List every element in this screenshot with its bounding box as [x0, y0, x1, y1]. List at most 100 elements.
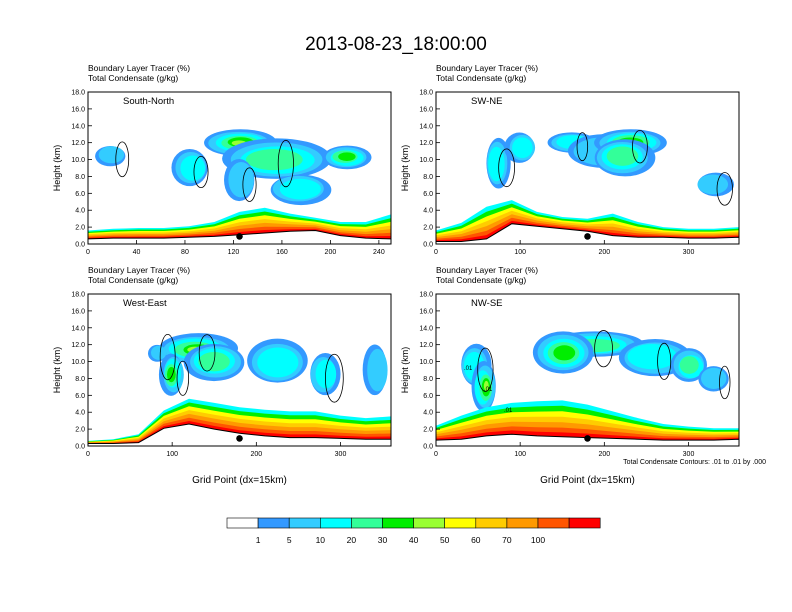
colorbar-label: 40 — [409, 535, 419, 545]
location-dot — [236, 233, 243, 240]
colorbar-label: 30 — [378, 535, 388, 545]
y-tick-label: 0.0 — [75, 242, 85, 249]
cloud-blob — [483, 380, 489, 392]
y-tick-label: 12.0 — [71, 342, 85, 349]
cloud-blob — [627, 343, 678, 370]
colorbar-swatch — [568, 517, 601, 529]
condensate-contour — [198, 334, 216, 372]
y-tick-label: 18.0 — [419, 90, 433, 97]
colorbar-swatch — [444, 517, 477, 529]
x-tick-label: 160 — [276, 249, 288, 256]
y-tick-label: 6.0 — [75, 393, 85, 400]
y-tick-label: 16.0 — [419, 106, 433, 113]
y-axis-label: Height (km) — [52, 145, 62, 192]
cloud-blob — [679, 356, 699, 374]
cloud-blob — [701, 367, 727, 389]
y-tick-label: 6.0 — [423, 191, 433, 198]
y-tick-label: 4.0 — [75, 208, 85, 215]
y-axis-label: Height (km) — [52, 347, 62, 394]
x-tick-label: 100 — [514, 451, 526, 458]
y-tick-label: 8.0 — [75, 376, 85, 383]
y-tick-label: 4.0 — [423, 208, 433, 215]
terrain — [88, 423, 391, 446]
condensate-contour — [632, 129, 648, 164]
condensate-contour — [193, 155, 209, 189]
y-tick-label: 0.0 — [423, 444, 433, 451]
condensate-contour — [159, 333, 176, 381]
y-tick-label: 14.0 — [419, 123, 433, 130]
y-tick-label: 10.0 — [419, 359, 433, 366]
colorbar-label: 20 — [347, 535, 357, 545]
y-tick-label: 12.0 — [419, 140, 433, 147]
condensate-contour — [176, 360, 190, 396]
y-tick-label: 0.0 — [423, 242, 433, 249]
y-tick-label: 6.0 — [75, 191, 85, 198]
x-tick-label: 0 — [434, 249, 438, 256]
tracer-field: .01 .01 .01 — [436, 330, 739, 446]
y-tick-label: 8.0 — [423, 376, 433, 383]
cloud-blob — [257, 347, 299, 378]
condensate-contour — [242, 167, 257, 202]
colorbar-swatch — [475, 517, 508, 529]
condensate-contour — [716, 172, 733, 206]
panel-subtitle-condensate: Total Condensate (g/kg) — [436, 73, 526, 83]
condensate-contour — [498, 148, 515, 188]
plot-frame — [435, 293, 740, 447]
y-tick-label: 16.0 — [419, 308, 433, 315]
y-tick-label: 18.0 — [71, 90, 85, 97]
figure-title: 2013-08-23_18:00:00 — [305, 34, 487, 55]
x-tick-label: 300 — [683, 451, 695, 458]
plot-frame — [435, 91, 740, 245]
condensate-contour — [657, 342, 672, 380]
x-tick-label: 240 — [373, 249, 385, 256]
condensate-contour — [477, 347, 494, 392]
condensate-contour — [324, 353, 344, 403]
y-axis-label: Height (km) — [400, 145, 410, 192]
cloud-blob — [98, 146, 125, 164]
condensate-contour — [277, 139, 294, 188]
panel-subtitle-condensate: Total Condensate (g/kg) — [88, 73, 178, 83]
y-tick-label: 2.0 — [423, 225, 433, 232]
colorbar-swatch — [506, 517, 539, 529]
condensate-contour — [115, 141, 130, 178]
x-tick-label: 0 — [86, 451, 90, 458]
colorbar-label: 50 — [440, 535, 450, 545]
colorbar-swatch — [537, 517, 570, 529]
y-tick-label: 2.0 — [75, 427, 85, 434]
panel-sw-ne: Boundary Layer Tracer (%)Total Condensat… — [400, 63, 740, 256]
panel-subtitle-tracer: Boundary Layer Tracer (%) — [88, 265, 190, 275]
panel-label: NW-SE — [471, 298, 503, 309]
tracer-field — [88, 129, 391, 244]
plot-frame — [87, 293, 392, 447]
tracer-field — [88, 333, 391, 446]
panel-south-north: Boundary Layer Tracer (%)Total Condensat… — [52, 63, 392, 256]
cloud-blob — [150, 345, 167, 360]
colorbar-label: 70 — [502, 535, 512, 545]
y-axis-label: Height (km) — [400, 347, 410, 394]
colorbar-swatch — [382, 517, 414, 529]
x-tick-label: 40 — [133, 249, 141, 256]
y-tick-label: 14.0 — [419, 325, 433, 332]
x-tick-label: 0 — [86, 249, 90, 256]
colorbar-swatch — [351, 517, 383, 529]
panel-subtitle-tracer: Boundary Layer Tracer (%) — [436, 265, 538, 275]
panel-label: West-East — [123, 298, 167, 309]
x-tick-label: 80 — [181, 249, 189, 256]
x-tick-label: 200 — [250, 451, 262, 458]
colorbar-swatch — [257, 517, 290, 529]
y-tick-label: 18.0 — [419, 292, 433, 299]
x-axis-label: Grid Point (dx=15km) — [540, 475, 635, 486]
y-tick-label: 12.0 — [71, 140, 85, 147]
x-tick-label: 0 — [434, 451, 438, 458]
location-dot — [236, 435, 243, 442]
y-tick-label: 18.0 — [71, 292, 85, 299]
condensate-contour — [719, 365, 731, 400]
x-tick-label: 300 — [683, 249, 695, 256]
colorbar-label: 5 — [287, 535, 292, 545]
x-tick-label: 100 — [514, 249, 526, 256]
cloud-blob — [606, 146, 639, 166]
panel-subtitle-condensate: Total Condensate (g/kg) — [436, 275, 526, 285]
contour-label: .01 — [504, 408, 513, 414]
y-tick-label: 10.0 — [71, 157, 85, 164]
y-tick-label: 4.0 — [75, 410, 85, 417]
